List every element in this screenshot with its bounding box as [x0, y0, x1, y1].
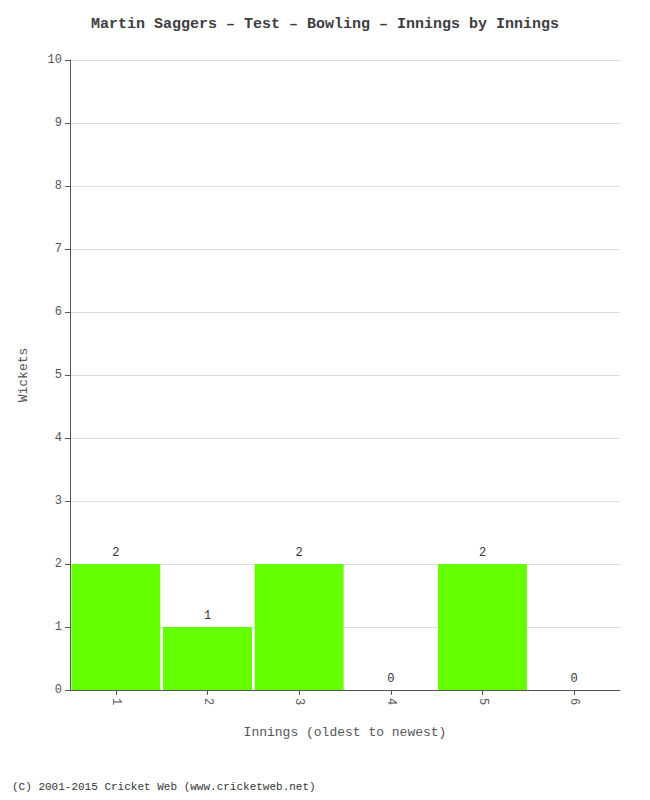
- svg-text:0: 0: [55, 683, 62, 697]
- svg-text:Innings (oldest to newest): Innings (oldest to newest): [244, 725, 447, 740]
- svg-text:(C) 2001-2015 Cricket Web (www: (C) 2001-2015 Cricket Web (www.cricketwe…: [12, 781, 316, 793]
- svg-text:Wickets: Wickets: [16, 348, 31, 403]
- svg-text:5: 5: [476, 698, 490, 705]
- svg-text:7: 7: [55, 242, 62, 256]
- svg-text:0: 0: [387, 672, 394, 686]
- svg-text:3: 3: [55, 494, 62, 508]
- svg-text:4: 4: [55, 431, 62, 445]
- svg-text:2: 2: [296, 546, 303, 560]
- svg-text:8: 8: [55, 179, 62, 193]
- svg-text:5: 5: [55, 368, 62, 382]
- svg-text:2: 2: [201, 698, 215, 705]
- svg-text:0: 0: [571, 672, 578, 686]
- svg-text:1: 1: [204, 609, 211, 623]
- svg-text:2: 2: [55, 557, 62, 571]
- svg-text:9: 9: [55, 116, 62, 130]
- svg-text:2: 2: [479, 546, 486, 560]
- svg-text:1: 1: [109, 698, 123, 705]
- svg-text:10: 10: [48, 53, 62, 67]
- svg-text:1: 1: [55, 620, 62, 634]
- svg-text:3: 3: [292, 698, 306, 705]
- svg-text:4: 4: [384, 698, 398, 705]
- svg-text:6: 6: [55, 305, 62, 319]
- svg-text:6: 6: [567, 698, 581, 705]
- svg-text:Martin Saggers – Test – Bowlin: Martin Saggers – Test – Bowling – Inning…: [91, 16, 559, 33]
- svg-text:2: 2: [112, 546, 119, 560]
